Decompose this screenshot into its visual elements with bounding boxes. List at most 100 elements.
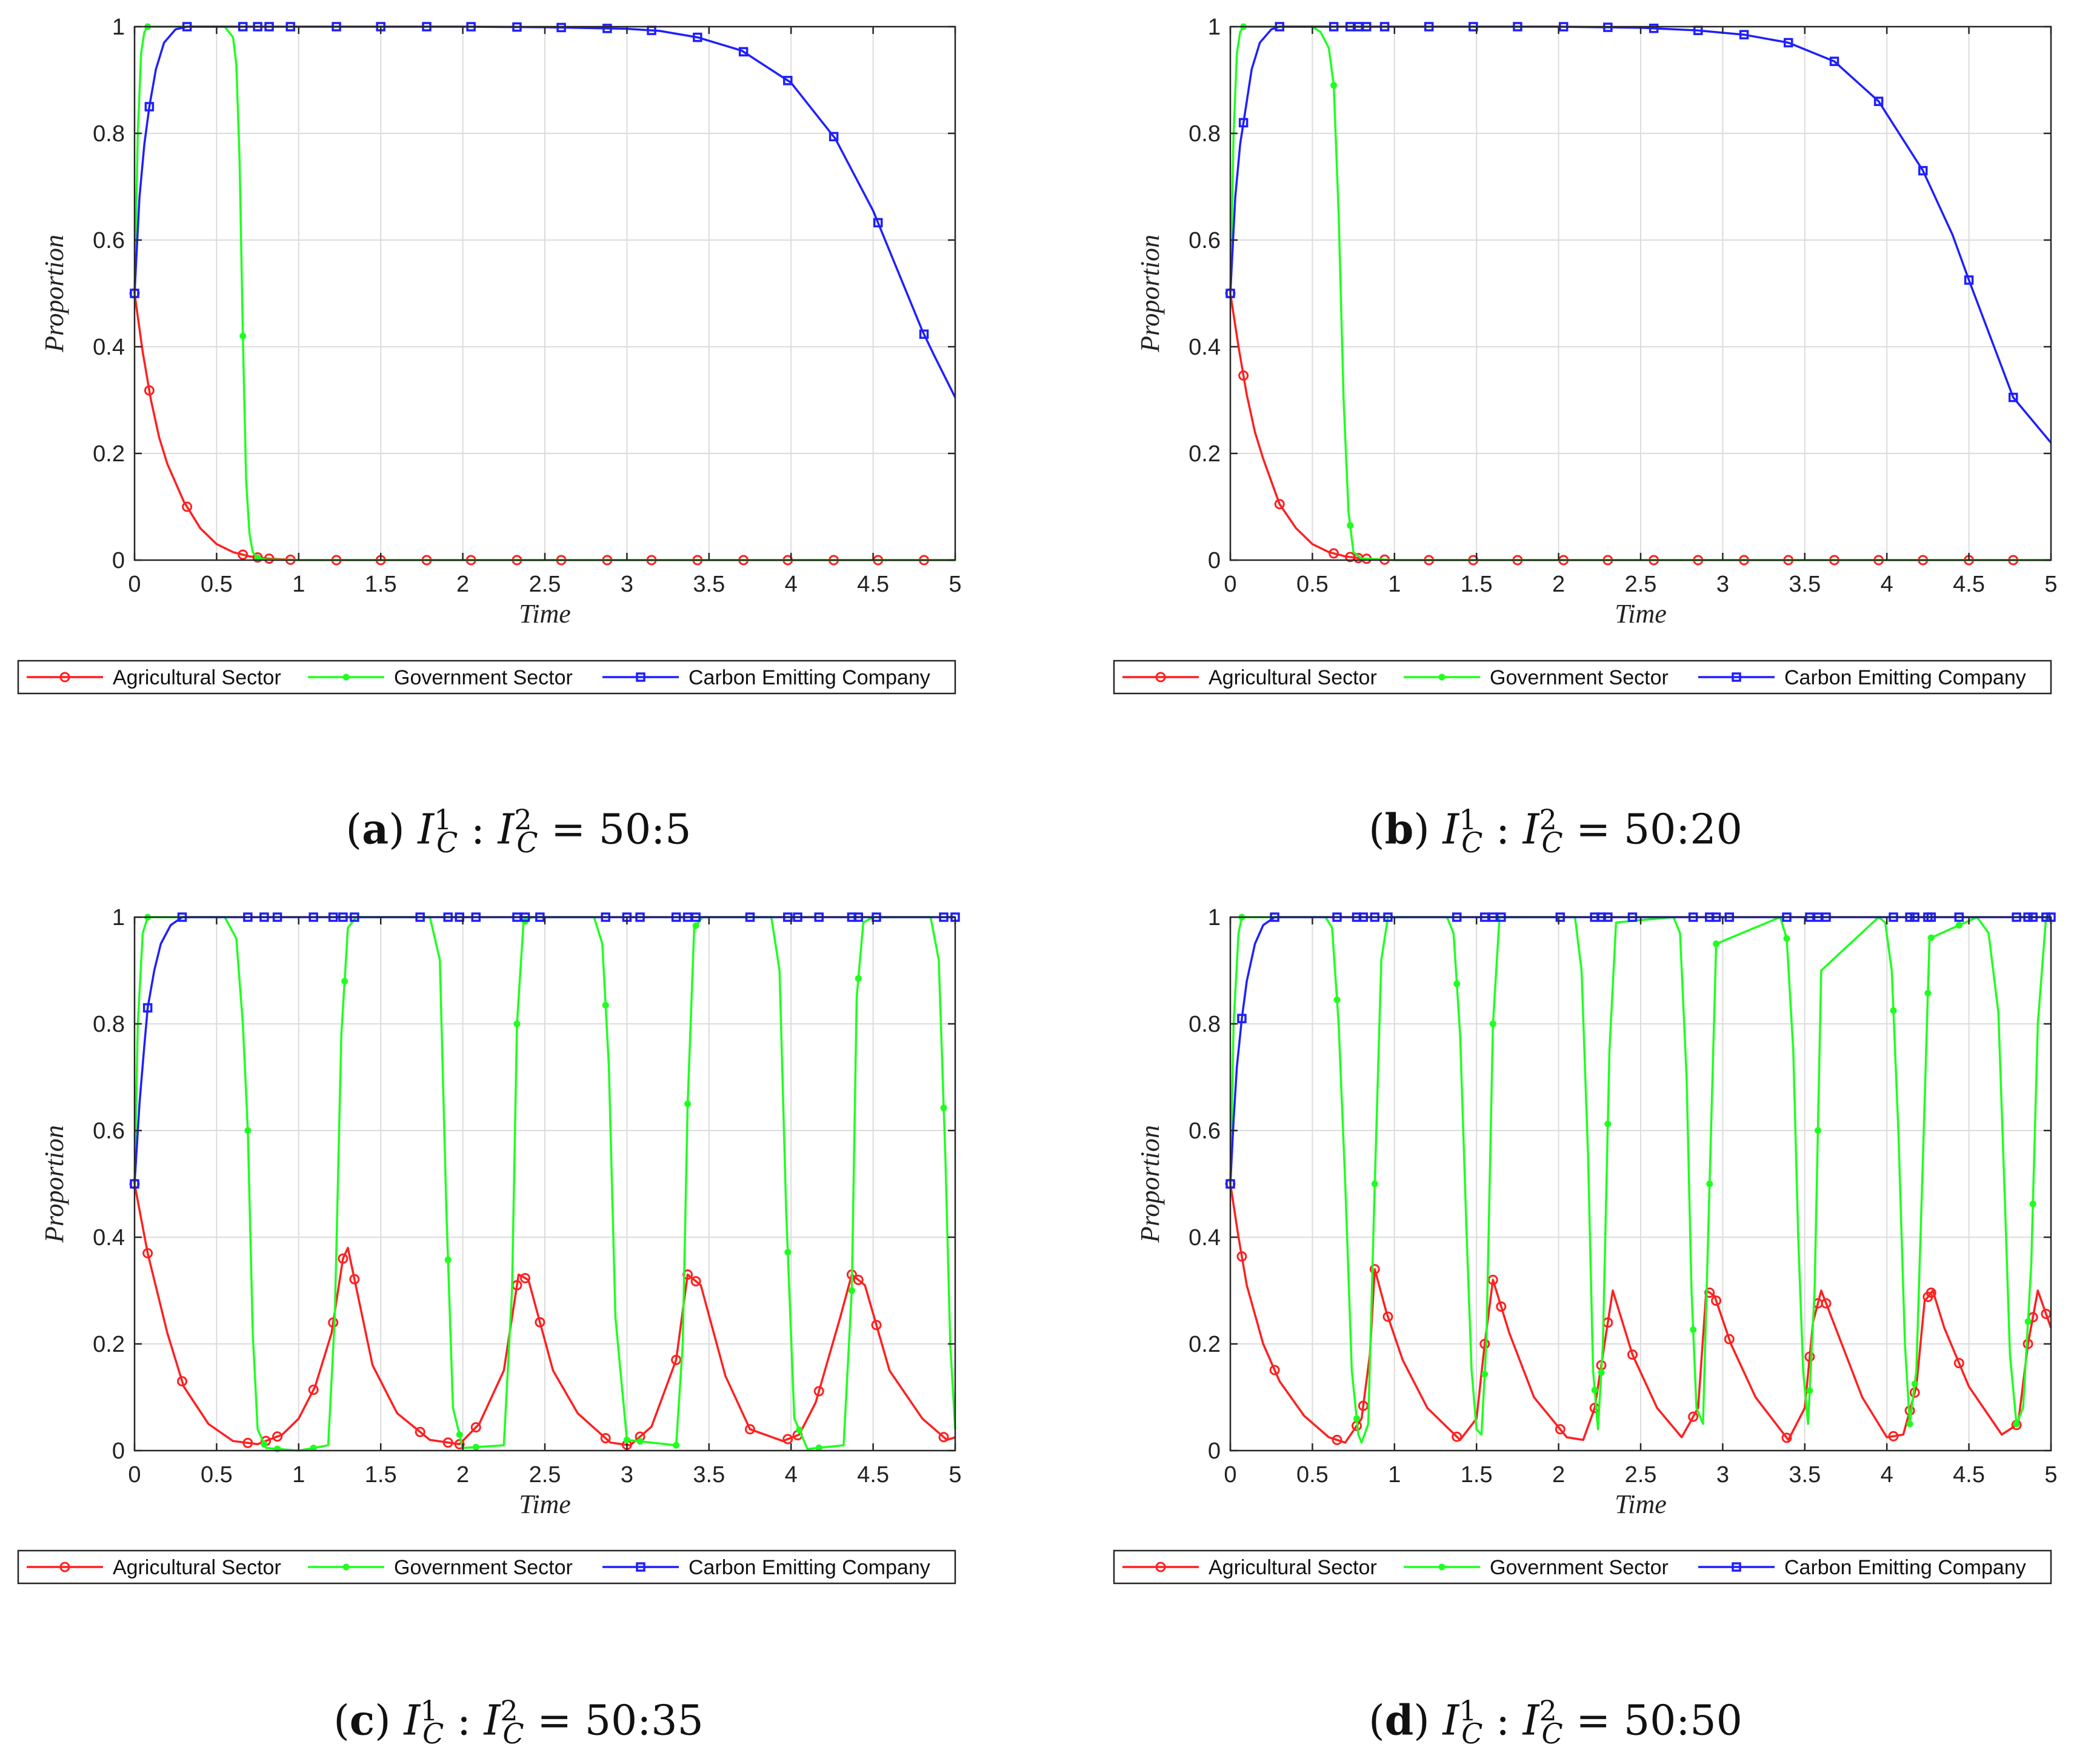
data-point (1333, 996, 1341, 1003)
data-point (1781, 1432, 1792, 1443)
x-tick-label: 1 (292, 572, 305, 597)
y-tick-label: 0.2 (93, 1332, 125, 1357)
data-point (513, 1020, 521, 1027)
data-point (310, 1445, 317, 1452)
legend-marker (59, 1562, 70, 1572)
x-tick-label: 2.5 (1625, 1462, 1657, 1488)
legend-label: Agricultural Sector (113, 1556, 281, 1579)
data-point (454, 1438, 465, 1449)
legend-label: Carbon Emitting Company (1784, 1556, 2026, 1579)
x-tick-label: 4.5 (1953, 1462, 1985, 1488)
x-tick-label: 2 (456, 572, 469, 597)
chart-panel-b: 0 0.5 1 1.5 2 2.5 3 3.5 4 4.5 5 0 0.2 0.4 0.6 0.8 1 Time P… (1113, 15, 2058, 695)
data-point (1704, 1288, 1715, 1298)
data-point (1690, 1326, 1697, 1334)
x-tick-label: 3.5 (1789, 572, 1821, 597)
data-point (177, 1376, 188, 1387)
chart-panel-d: 0 0.5 1 1.5 2 2.5 3 3.5 4 4.5 5 0 0.2 0.4 0.6 0.8 1 Time P… (1113, 905, 2058, 1585)
legend-marker (1155, 672, 1166, 683)
x-tick-label: 1 (1388, 1462, 1401, 1488)
data-point (919, 329, 929, 339)
data-point (1598, 1369, 1605, 1376)
data-point (328, 1317, 339, 1328)
x-tick-label: 3.5 (693, 572, 725, 597)
x-tick-label: 1.5 (1461, 1462, 1493, 1488)
y-tick-label: 0.2 (1189, 1332, 1221, 1357)
y-tick-label: 0.4 (1189, 1225, 1221, 1251)
x-tick-label: 2.5 (529, 1462, 561, 1488)
x-tick-label: 3 (621, 1462, 633, 1488)
y-axis-label: Proportion (1135, 1125, 1165, 1243)
data-point (855, 975, 862, 982)
legend: Agricultural Sector Government Sector Carb… (1113, 1549, 2052, 1585)
data-point (1783, 935, 1790, 942)
data-point (1238, 370, 1249, 381)
data-point (442, 1437, 453, 1448)
data-point (1739, 30, 1749, 39)
legend-label: Carbon Emitting Company (689, 666, 930, 689)
data-point (848, 1287, 855, 1294)
data-point (738, 47, 749, 57)
data-point (1269, 1365, 1280, 1375)
data-point (600, 1433, 611, 1444)
y-tick-label: 0.8 (93, 121, 125, 147)
legend-label: Government Sector (1490, 666, 1669, 689)
data-point (1924, 989, 1932, 997)
x-tick-label: 3.5 (1789, 1462, 1821, 1488)
y-axis-label: Proportion (39, 1125, 69, 1243)
legend-label: Agricultural Sector (113, 666, 281, 689)
legend-label: Government Sector (394, 666, 573, 689)
data-point (1964, 275, 1974, 285)
series-line (1229, 1183, 2052, 1444)
legend-marker (342, 1563, 350, 1571)
y-tick-label: 1 (1208, 905, 1221, 930)
y-tick-label: 0 (1208, 1438, 1221, 1464)
y-tick-label: 1 (1208, 15, 1221, 40)
data-point (1706, 1180, 1713, 1188)
caption-b: (b) I1C : I2C = 50:20 (1369, 803, 1742, 860)
data-point (813, 1386, 824, 1397)
x-tick-label: 5 (2044, 1462, 2057, 1488)
data-point (2013, 1420, 2020, 1428)
data-point (1236, 1251, 1247, 1262)
caption-letter: c (349, 1696, 375, 1745)
legend-label: Government Sector (1490, 1556, 1669, 1579)
data-point (829, 132, 839, 142)
data-point (671, 1354, 682, 1365)
data-point (623, 1436, 630, 1443)
data-point (938, 1432, 949, 1443)
data-point (1713, 940, 1720, 947)
y-axis-label: Proportion (39, 235, 69, 353)
y-tick-label: 0.6 (93, 1118, 125, 1144)
x-tick-label: 0.5 (201, 1462, 233, 1488)
legend-item: Agricultural Sector (27, 666, 281, 689)
data-point (673, 1442, 680, 1449)
x-tick-label: 2 (1552, 572, 1565, 597)
x-tick-label: 4 (1881, 572, 1893, 597)
data-point (415, 1426, 425, 1437)
data-point (1906, 1420, 1913, 1428)
data-point (782, 1434, 793, 1445)
data-point (602, 24, 612, 33)
data-point (602, 1001, 609, 1009)
data-point (940, 1104, 947, 1112)
legend-label: Carbon Emitting Company (689, 1556, 930, 1579)
legend-marker (1732, 1562, 1741, 1572)
data-point (1371, 1180, 1378, 1188)
legend-marker (1732, 672, 1741, 682)
data-point (142, 1248, 153, 1258)
data-point (472, 1443, 479, 1451)
data-point (261, 1440, 268, 1448)
legend-marker (342, 673, 350, 681)
data-point (1330, 82, 1338, 89)
data-point (1627, 1349, 1638, 1360)
data-point (1873, 96, 1884, 106)
data-point (252, 552, 263, 563)
legend-label: Carbon Emitting Company (1784, 666, 2026, 689)
legend-label: Agricultural Sector (1209, 1556, 1377, 1579)
caption-letter: a (362, 805, 389, 854)
data-point (2024, 1318, 2032, 1325)
x-tick-label: 3 (1716, 1462, 1729, 1488)
data-point (1329, 548, 1339, 559)
